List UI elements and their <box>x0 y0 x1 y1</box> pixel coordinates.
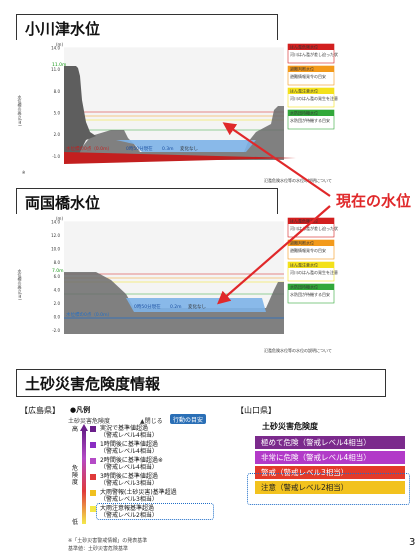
legend-swatch <box>90 474 96 480</box>
yamaguchi-row: 極めて危険（警戒レベル4相当） <box>255 436 405 449</box>
hiroshima-note-2: 基準値：土砂災害危険基準 <box>68 545 128 552</box>
landslide-title: 土砂災害危険度情報 <box>16 369 386 397</box>
callout-arrow-top <box>228 126 330 196</box>
hiroshima-legend-title: ●凡例 <box>70 405 90 415</box>
legend-item-text: 1時間後に基準値超過 <box>100 441 158 448</box>
legend-item-level: （警戒レベル4相当） <box>100 432 158 439</box>
hiroshima-risk-gradient-arrow <box>80 424 88 524</box>
legend-item-level: （警戒レベル3相当） <box>100 480 158 487</box>
legend-item-level: （警戒レベル4相当） <box>100 464 163 471</box>
legend-item: 実況で基準値超過 （警戒レベル4相当） <box>100 425 158 439</box>
legend-item-level: （警戒レベル4相当） <box>100 448 158 455</box>
yamaguchi-row: 非常に危険（警戒レベル4相当） <box>255 451 405 464</box>
landslide-title-text: 土砂災害危険度情報 <box>25 373 160 394</box>
yamaguchi-label: 【山口県】 <box>236 405 276 416</box>
current-water-level-callout: 現在の水位 <box>336 190 411 211</box>
hiroshima-highlight-box <box>96 503 214 520</box>
legend-item-level: （警戒レベル3相当） <box>100 496 177 503</box>
hiroshima-label: 【広島県】 <box>20 405 60 416</box>
hiroshima-close-toggle[interactable]: ▲閉じる <box>140 416 163 425</box>
legend-swatch <box>90 458 96 464</box>
risk-axis-label: 危険度 <box>72 465 78 486</box>
risk-axis-high: 高 <box>72 424 78 433</box>
legend-item: 1時間後に基準値超過 （警戒レベル4相当） <box>100 441 158 455</box>
hiroshima-note-1: ※「土砂災害警戒情報」の発表基準 <box>68 537 147 544</box>
legend-swatch <box>90 426 96 432</box>
legend-item-text: 実況で基準値超過 <box>100 425 158 432</box>
legend-swatch <box>90 442 96 448</box>
callout-arrow-bottom <box>222 206 330 300</box>
legend-swatch <box>90 490 96 496</box>
legend-item-text: 2時間後に基準値超過※ <box>100 457 163 464</box>
risk-axis-low: 低 <box>72 517 78 526</box>
action-guide-button[interactable]: 行動の目安 <box>170 414 206 424</box>
legend-item-text: 大雨警報(土砂災害)基準超過 <box>100 489 177 496</box>
legend-item: 3時間後に基準値超過 （警戒レベル3相当） <box>100 473 158 487</box>
yamaguchi-heading: 土砂災害危険度 <box>262 421 318 432</box>
page-number: 3 <box>409 537 415 548</box>
legend-item-text: 3時間後に基準値超過 <box>100 473 158 480</box>
legend-item: 2時間後に基準値超過※ （警戒レベル4相当） <box>100 457 163 471</box>
legend-item: 大雨警報(土砂災害)基準超過 （警戒レベル3相当） <box>100 489 177 503</box>
yamaguchi-highlight-box <box>247 473 410 505</box>
